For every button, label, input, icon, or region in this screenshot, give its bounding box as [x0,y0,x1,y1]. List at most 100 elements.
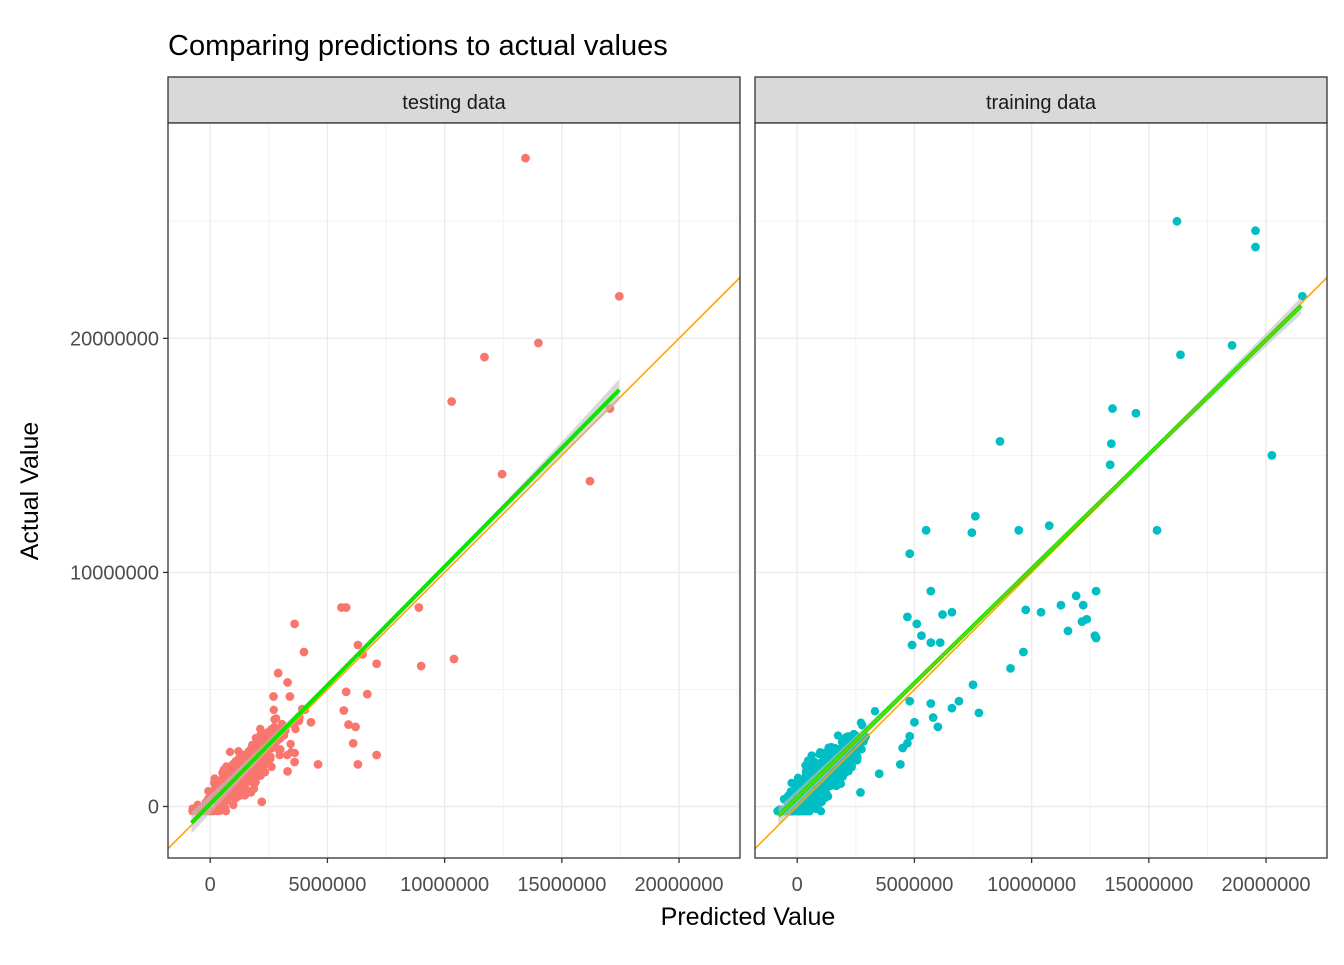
data-point [1090,631,1100,641]
data-point [229,800,238,810]
panel-border [754,122,1328,859]
data-point [947,607,957,617]
y-tick-label: 20000000 [70,328,159,350]
data-point [228,760,237,770]
data-point [344,720,353,729]
x-tick-label: 15000000 [1104,874,1193,896]
chart-title: Comparing predictions to actual values [168,30,668,62]
data-point [1021,605,1031,615]
data-point [817,793,827,802]
data-point [1251,242,1260,252]
data-point [273,668,283,678]
data-point [283,766,292,776]
data-point [251,777,260,787]
data-point [261,757,271,767]
data-point [938,610,947,619]
data-point [905,731,915,741]
data-point [1172,216,1182,226]
data-point [497,469,507,479]
data-point [917,631,926,641]
panel-border [167,122,741,859]
x-axis-label: Predicted Value [661,903,836,931]
data-point [533,338,543,348]
data-point [1131,408,1141,418]
data-point [1019,647,1028,657]
data-point [1078,600,1088,610]
data-point [921,525,931,535]
data-point [947,703,957,713]
data-point [970,511,980,521]
data-point [274,745,284,754]
plot-area [168,153,740,850]
data-point [270,715,279,724]
data-point [1091,586,1101,596]
data-point [1063,626,1073,636]
data-point [246,788,256,797]
data-point [907,640,917,650]
x-tick-label: 15000000 [517,874,606,896]
data-point [1106,439,1116,449]
data-point [339,706,349,715]
data-point [926,699,936,708]
data-point [614,291,624,301]
data-point [480,352,489,362]
facet-strip [167,76,741,124]
data-point [905,549,915,559]
data-point [283,678,292,687]
data-point [895,759,905,769]
panel-training: training data 0 5000000 10000000 15000000 200… [754,76,1328,896]
data-point [260,768,270,777]
data-point [447,397,457,406]
data-point [933,722,943,732]
data-point [1077,617,1087,626]
plot-area [755,216,1327,850]
data-point [238,750,247,759]
data-point [1152,525,1162,535]
data-point [1006,663,1015,673]
data-point [291,724,300,734]
data-point [353,640,363,650]
data-point [269,692,278,701]
data-point [870,707,880,716]
data-point [257,797,267,807]
x-tick-label: 10000000 [987,874,1076,896]
y-tick-label: 0 [148,797,159,819]
x-tick-label: 5000000 [875,874,953,896]
data-point [285,692,295,701]
data-point [968,680,978,690]
data-point [1036,607,1046,617]
data-point [928,713,938,722]
data-point [856,788,865,797]
data-point [1044,521,1054,531]
data-point [857,745,866,754]
data-point [290,619,299,629]
data-point [1227,340,1237,350]
data-point [1251,226,1260,236]
y-tick-label: 10000000 [70,562,159,584]
data-point [290,757,299,767]
data-point [286,739,295,749]
data-point [225,747,235,757]
facet-strip [754,76,1328,124]
facet-strip-label: training data [986,92,1097,114]
data-point [902,612,912,622]
data-point [204,786,213,796]
fit-line-overlay [190,389,620,824]
data-point [341,687,351,697]
data-point [834,768,843,777]
x-tick-label: 0 [205,874,216,896]
data-point [372,750,382,760]
data-point [995,436,1005,446]
data-point [974,708,984,718]
data-point [414,603,424,612]
data-point [362,689,372,699]
x-tick-label: 20000000 [1222,874,1311,896]
data-point [1108,404,1117,413]
data-point [844,764,853,773]
panels-layer: testing data 0 5000000 10000000 15000000 2000… [70,76,1328,896]
panel-testing: testing data 0 5000000 10000000 15000000 2000… [70,76,741,896]
data-point [821,748,830,757]
data-point [372,659,382,669]
